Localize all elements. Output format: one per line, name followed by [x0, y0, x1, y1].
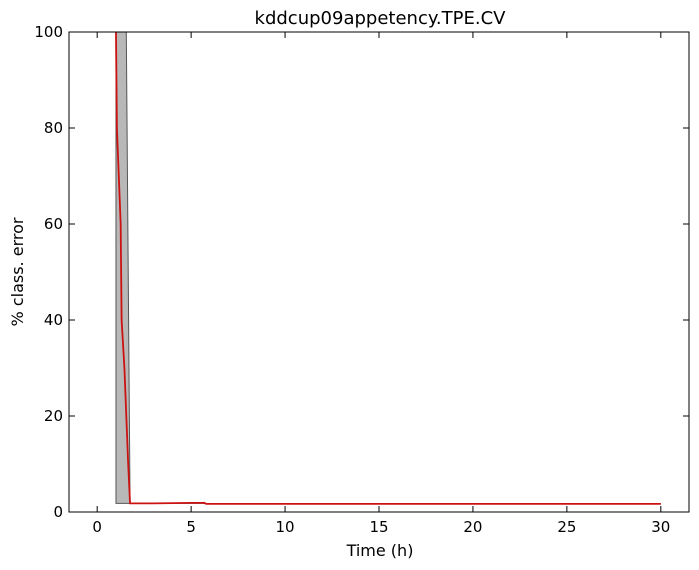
- plot-area: 0 5 10 15 20 25 30 0 20 40 60 80 100: [34, 23, 690, 536]
- x-axis-label: Time (h): [346, 541, 414, 560]
- x-tick-label: 30: [651, 518, 670, 536]
- x-tick-label: 15: [369, 518, 388, 536]
- chart-title: kddcup09appetency.TPE.CV: [255, 8, 507, 29]
- x-tick-label: 20: [463, 518, 482, 536]
- y-tick-label: 20: [44, 407, 63, 425]
- y-tick-label: 40: [44, 311, 63, 329]
- x-tick-label: 5: [186, 518, 196, 536]
- y-tick-label: 60: [44, 215, 63, 233]
- confidence-band: [115, 32, 661, 505]
- x-tick-label: 25: [557, 518, 576, 536]
- y-tick-label: 0: [53, 503, 63, 521]
- plot-frame: [68, 31, 690, 513]
- series-line-0: [115, 32, 661, 505]
- y-tick-label: 80: [44, 119, 63, 137]
- y-axis-label: % class. error: [8, 217, 27, 326]
- y-tick-label: 100: [34, 23, 63, 41]
- x-tick-label: 10: [276, 518, 295, 536]
- x-tick-label: 0: [92, 518, 102, 536]
